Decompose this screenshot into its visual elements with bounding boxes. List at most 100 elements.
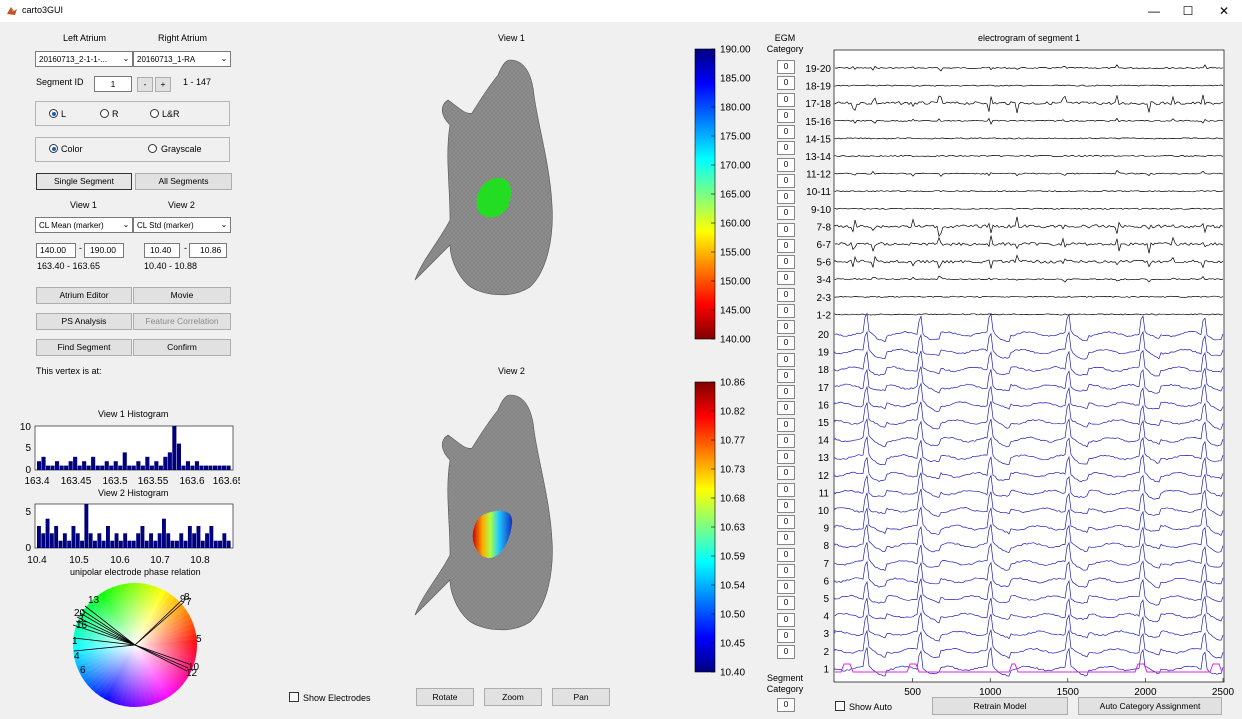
egm-plot[interactable]: 19-20 18-19 17-18 15-16 14-15 13-14 11-12 10-11…: [795, 42, 1235, 702]
close-button[interactable]: ✕: [1218, 4, 1230, 18]
egm-category-input[interactable]: 0: [777, 450, 795, 464]
hist1-ytick: 10: [20, 422, 31, 433]
egm-category-input[interactable]: 0: [777, 320, 795, 334]
phase-labels: 13 9 8 7 3 5 1 4 6 10 12 16 20: [72, 592, 202, 679]
egm-category-input[interactable]: 0: [777, 157, 795, 172]
egm-category-input[interactable]: 0: [777, 433, 795, 448]
all-segments-button[interactable]: All Segments: [135, 173, 232, 190]
zoom-button[interactable]: Zoom: [484, 688, 542, 706]
hist-bar: [109, 465, 114, 470]
view2-min-input[interactable]: 10.40: [144, 243, 180, 258]
hist-bar: [131, 465, 136, 470]
egm-category-input[interactable]: 0: [777, 385, 795, 399]
egm-category-input[interactable]: 0: [777, 125, 795, 139]
view1-marker-patch: [476, 177, 512, 218]
movie-button[interactable]: Movie: [133, 287, 231, 304]
egm-category-input[interactable]: 0: [777, 401, 795, 416]
retrain-model-button[interactable]: Retrain Model: [932, 697, 1068, 715]
egm-category-input[interactable]: 0: [777, 417, 795, 432]
egm-category-input[interactable]: 0: [777, 303, 795, 318]
show-electrodes-checkbox[interactable]: [289, 692, 299, 702]
egm-category-input[interactable]: 0: [777, 206, 795, 221]
egm-category-input[interactable]: 0: [777, 563, 795, 578]
auto-category-assignment-button[interactable]: Auto Category Assignment: [1078, 697, 1222, 715]
feature-correlation-button[interactable]: Feature Correlation: [133, 313, 231, 330]
maximize-button[interactable]: ☐: [1182, 4, 1194, 18]
minimize-button[interactable]: —: [1148, 4, 1160, 18]
egm-category-input[interactable]: 0: [777, 190, 795, 204]
egm-category-input[interactable]: 0: [777, 645, 795, 659]
view1-min-input[interactable]: 140.00: [36, 243, 76, 258]
egm-category-input[interactable]: 0: [777, 173, 795, 188]
egm-unipolar-trace: [834, 382, 1224, 412]
egm-category-input[interactable]: 0: [777, 255, 795, 269]
left-atrium-select[interactable]: 20160713_2-1-1-... ⌄: [35, 51, 133, 67]
egm-category-input[interactable]: 0: [777, 368, 795, 383]
egm-channel-label: 13: [818, 453, 830, 464]
view2-select[interactable]: CL Std (marker) ⌄: [133, 217, 231, 233]
segment-plus-button[interactable]: +: [155, 77, 171, 92]
egm-channel-labels: 19-20 18-19 17-18 15-16 14-15 13-14 11-12 10-11…: [805, 64, 831, 675]
egm-category-input[interactable]: 0: [777, 336, 795, 351]
colorbar-tick-label: 190.00: [720, 45, 751, 56]
egm-bipolar-trace: [834, 216, 1224, 237]
view2-max-input[interactable]: 10.86: [189, 243, 227, 258]
segment-id-input[interactable]: 1: [94, 76, 132, 92]
colorbar-tick-label: 185.00: [720, 74, 751, 85]
egm-category-input[interactable]: 0: [777, 222, 795, 237]
radio-grayscale[interactable]: [148, 144, 157, 153]
atrium-editor-button[interactable]: Atrium Editor: [36, 287, 132, 304]
egm-category-input[interactable]: 0: [777, 612, 795, 627]
egm-category-input[interactable]: 0: [777, 482, 795, 497]
hist-bar: [37, 526, 41, 548]
view1-atrium-mesh[interactable]: [410, 55, 590, 300]
hist-bar: [114, 533, 119, 548]
colorbar-tick-label: 10.68: [720, 494, 745, 505]
egm-category-input[interactable]: 0: [777, 271, 795, 286]
show-auto-checkbox[interactable]: [835, 701, 845, 711]
egm-category-input[interactable]: 0: [777, 580, 795, 594]
egm-category-input[interactable]: 0: [777, 628, 795, 643]
hist-bar: [194, 461, 199, 470]
hist1-axes: [34, 425, 234, 471]
colorbar-tick-label: 10.50: [720, 610, 745, 621]
ps-analysis-button[interactable]: PS Analysis: [36, 313, 132, 330]
egm-category-input[interactable]: 0: [777, 547, 795, 562]
find-segment-button[interactable]: Find Segment: [36, 339, 132, 356]
radio-both[interactable]: [150, 109, 159, 118]
egm-category-input[interactable]: 0: [777, 498, 795, 513]
egm-axes: [833, 49, 1225, 683]
egm-category-input[interactable]: 0: [777, 60, 795, 74]
radio-left[interactable]: [49, 109, 58, 118]
hist-bar: [175, 540, 179, 548]
right-atrium-select[interactable]: 20160713_1-RA ⌄: [133, 51, 231, 67]
view2-atrium-mesh[interactable]: [410, 390, 590, 635]
radio-right[interactable]: [100, 109, 109, 118]
egm-category-input[interactable]: 0: [777, 596, 795, 611]
egm-unipolar-trace: [834, 349, 1224, 377]
view1-max-input[interactable]: 190.00: [84, 243, 124, 258]
confirm-button[interactable]: Confirm: [133, 339, 231, 356]
egm-bipolar-trace: [834, 137, 1224, 140]
pan-button[interactable]: Pan: [552, 688, 610, 706]
egm-category-input[interactable]: 0: [777, 466, 795, 481]
egm-category-input[interactable]: 0: [777, 238, 795, 253]
single-segment-button[interactable]: Single Segment: [36, 173, 132, 190]
segment-minus-button[interactable]: -: [137, 77, 153, 92]
egm-category-input[interactable]: 0: [777, 531, 795, 546]
hist-bar: [199, 465, 204, 470]
egm-category-input[interactable]: 0: [777, 108, 795, 123]
egm-category-input[interactable]: 0: [777, 287, 795, 302]
egm-category-input[interactable]: 0: [777, 76, 795, 91]
egm-category-input[interactable]: 0: [777, 515, 795, 529]
egm-unipolar-trace: [834, 312, 1224, 343]
view1-select[interactable]: CL Mean (marker) ⌄: [35, 217, 133, 233]
hist-bar: [86, 465, 91, 470]
egm-unipolar-trace: [834, 523, 1224, 554]
egm-category-input[interactable]: 0: [777, 92, 795, 107]
rotate-button[interactable]: Rotate: [416, 688, 474, 706]
egm-category-input[interactable]: 0: [777, 141, 795, 156]
radio-color[interactable]: [49, 144, 58, 153]
segment-category-input[interactable]: 0: [777, 698, 795, 712]
egm-category-input[interactable]: 0: [777, 352, 795, 367]
